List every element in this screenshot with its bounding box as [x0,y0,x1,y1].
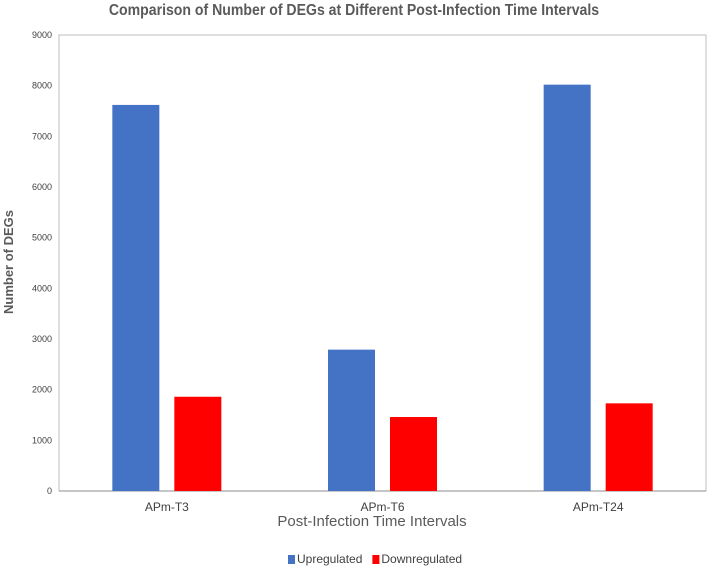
x-tick-label: APm-T3 [145,500,189,514]
y-tick-label: 8000 [32,81,52,91]
plot-area [58,34,707,492]
legend-swatch-upregulated [288,555,295,564]
y-tick-label: 9000 [32,30,52,40]
bar-upregulated-apm-t6 [328,349,375,491]
x-tick-label: APm-T24 [573,500,624,514]
y-tick-label: 1000 [32,435,52,445]
y-tick-label: 2000 [32,385,52,395]
x-axis-title: Post-Infection Time Intervals [277,513,466,530]
bars [112,84,653,492]
chart-title: Comparison of Number of DEGs at Differen… [108,2,600,19]
legend-label-upregulated: Upregulated [297,552,362,566]
legend: Upregulated Downregulated [288,552,462,566]
y-tick-label: 0 [47,486,52,496]
bar-upregulated-apm-t3 [112,104,160,492]
y-axis-ticks: 0 1000 2000 3000 4000 5000 6000 7000 8000 9000 [32,30,52,496]
y-tick-label: 3000 [32,334,52,344]
legend-swatch-downregulated [372,555,380,564]
bar-downregulated-apm-t24 [605,403,653,491]
x-tick-label: APm-T6 [360,500,404,514]
y-tick-label: 5000 [32,233,52,243]
y-tick-label: 6000 [32,182,52,192]
x-axis-category-labels: APm-T3 APm-T6 APm-T24 [145,500,624,514]
y-tick-label: 4000 [32,283,52,293]
y-axis-title: Number of DEGs [1,210,16,314]
bar-downregulated-apm-t3 [174,396,222,491]
bar-upregulated-apm-t24 [543,84,591,492]
bar-downregulated-apm-t6 [390,417,437,491]
y-tick-label: 7000 [32,131,52,141]
legend-label-downregulated: Downregulated [381,552,462,566]
